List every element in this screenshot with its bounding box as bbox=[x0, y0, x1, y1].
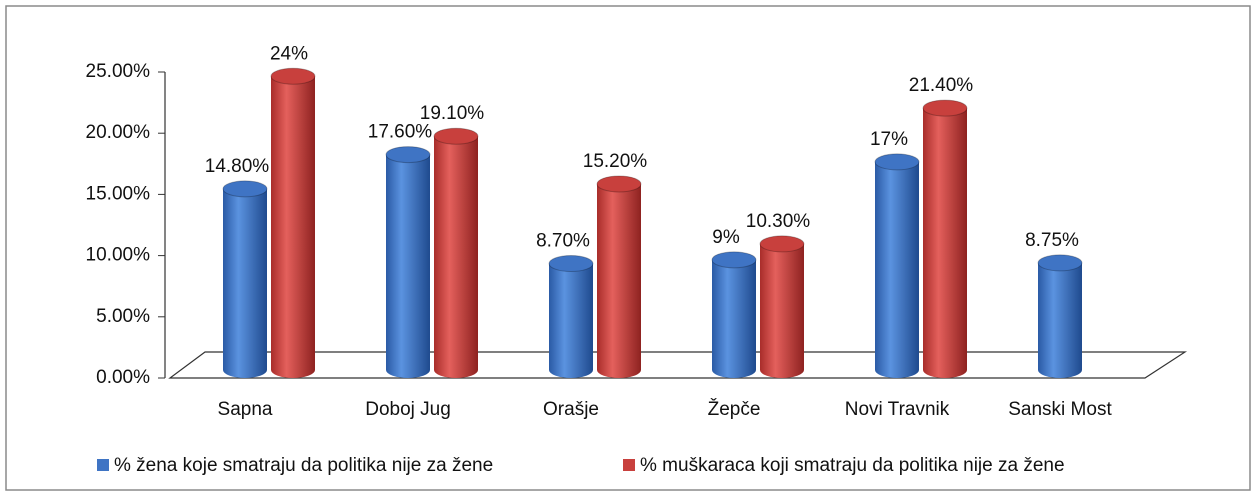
y-tick-label: 10.00% bbox=[86, 245, 151, 266]
y-tick-label: 0.00% bbox=[96, 367, 150, 388]
value-label: 9% bbox=[712, 227, 740, 248]
bar bbox=[1038, 262, 1082, 378]
bar bbox=[712, 259, 756, 378]
floor bbox=[168, 351, 1188, 379]
x-tick-label: Doboj Jug bbox=[365, 399, 451, 420]
x-tick-label: Sanski Most bbox=[1008, 399, 1112, 420]
bar-top bbox=[1037, 254, 1083, 272]
y-tick-label: 5.00% bbox=[96, 306, 150, 327]
value-label: 14.80% bbox=[205, 156, 270, 177]
bar-top bbox=[385, 146, 431, 164]
bar-top bbox=[548, 255, 594, 273]
x-tick-label: Sapna bbox=[218, 399, 273, 420]
legend-swatch bbox=[97, 459, 109, 471]
bar-top bbox=[874, 153, 920, 171]
value-label: 10.30% bbox=[746, 211, 811, 232]
bar-top bbox=[596, 175, 642, 193]
bar bbox=[223, 188, 267, 378]
bar-top bbox=[222, 180, 268, 198]
legend-label: % žena koje smatraju da politika nije za… bbox=[114, 455, 493, 476]
x-tick-label: Orašje bbox=[543, 399, 599, 420]
bar-top bbox=[759, 235, 805, 253]
x-tick-label: Žepče bbox=[708, 398, 761, 420]
bar bbox=[875, 161, 919, 378]
value-label: 15.20% bbox=[583, 151, 648, 172]
bar bbox=[386, 154, 430, 378]
value-label: 17% bbox=[870, 129, 908, 150]
bar bbox=[434, 136, 478, 378]
bar-top bbox=[270, 67, 316, 85]
bar bbox=[760, 243, 804, 378]
legend-swatch bbox=[623, 459, 635, 471]
value-label: 24% bbox=[270, 43, 308, 64]
value-label: 19.10% bbox=[420, 103, 485, 124]
y-tick-label: 25.00% bbox=[86, 61, 151, 82]
bar bbox=[549, 263, 593, 378]
value-label: 17.60% bbox=[368, 122, 433, 143]
bar-top bbox=[711, 251, 757, 269]
value-label: 8.70% bbox=[536, 231, 590, 252]
frame bbox=[5, 5, 1251, 491]
y-tick-label: 15.00% bbox=[86, 183, 151, 204]
value-label: 8.75% bbox=[1025, 230, 1079, 251]
bar bbox=[597, 183, 641, 378]
x-tick-label: Novi Travnik bbox=[845, 399, 950, 420]
bar-top bbox=[433, 127, 479, 145]
bar bbox=[271, 76, 315, 379]
value-label: 21.40% bbox=[909, 75, 974, 96]
bar bbox=[923, 108, 967, 379]
legend-label: % muškaraca koji smatraju da politika ni… bbox=[640, 455, 1065, 476]
bar-top bbox=[922, 99, 968, 117]
y-tick-label: 20.00% bbox=[86, 122, 151, 143]
